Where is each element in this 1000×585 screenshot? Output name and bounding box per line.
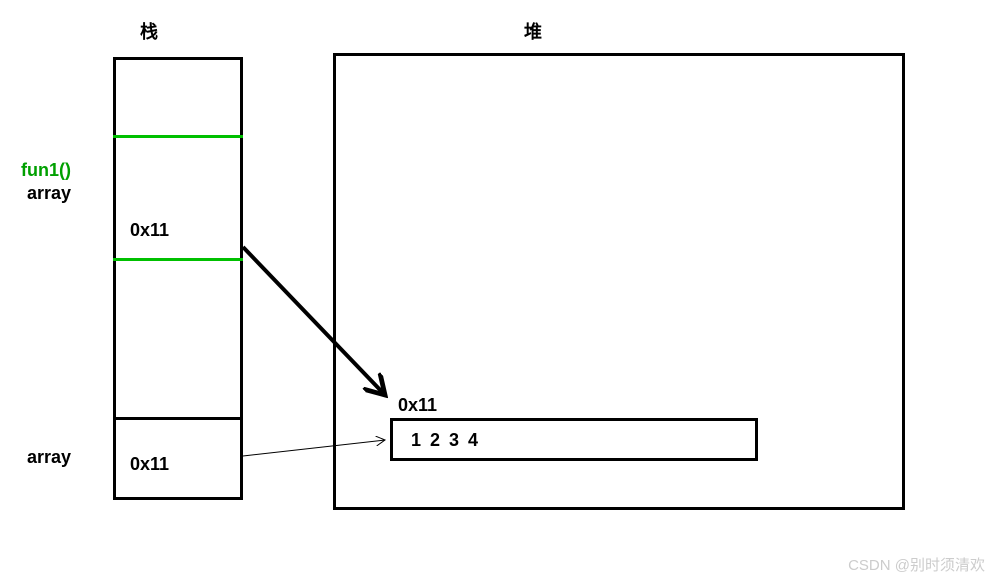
stack-lower-addr: 0x11: [130, 454, 169, 475]
stack-green-divider-2: [113, 258, 243, 261]
stack-green-divider-1: [113, 135, 243, 138]
heap-array-values: 1 2 3 4: [411, 430, 480, 451]
heap-title: 堆: [524, 18, 542, 44]
watermark: CSDN @别时须清欢: [848, 554, 985, 575]
memory-diagram: 栈 堆 fun1() array array 0x11 0x11 0x11 1 …: [0, 0, 1000, 585]
array-label-lower: array: [27, 447, 71, 468]
array-label-upper: array: [27, 183, 71, 204]
heap-addr-label: 0x11: [398, 395, 437, 416]
fun1-label: fun1(): [21, 160, 71, 181]
stack-black-divider: [113, 417, 243, 420]
stack-upper-addr: 0x11: [130, 220, 169, 241]
stack-box: [113, 57, 243, 500]
stack-title: 栈: [140, 18, 158, 44]
